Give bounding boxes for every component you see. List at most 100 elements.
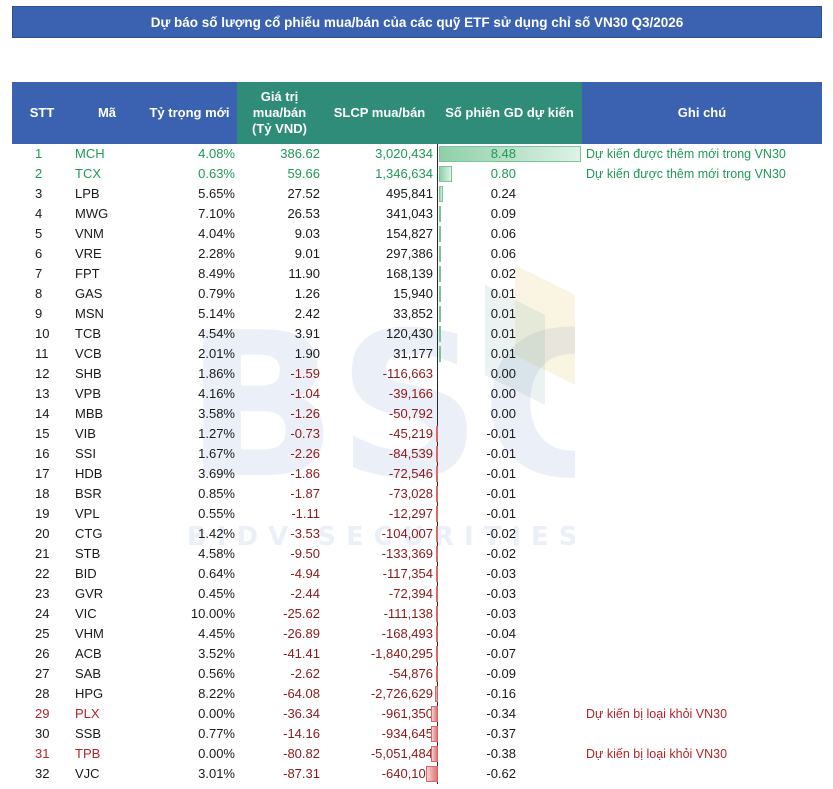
row-note <box>582 604 822 624</box>
row-value: -9.50 <box>290 546 320 561</box>
row-stt: 31 <box>35 746 50 761</box>
row-value: -3.53 <box>290 526 320 541</box>
row-note <box>582 444 822 464</box>
row-volume: -39,166 <box>388 386 433 401</box>
sessions-bar <box>436 426 438 442</box>
table-row: 28 HPG 8.22% -64.08 -2,726,629 -0.16 <box>12 684 822 704</box>
sessions-bar <box>439 226 441 242</box>
row-code: VNM <box>75 226 104 241</box>
row-stt: 20 <box>35 526 50 541</box>
row-weight: 5.65% <box>198 186 235 201</box>
row-note: Dự kiến bị loại khỏi VN30 <box>586 747 728 761</box>
row-weight: 4.04% <box>198 226 235 241</box>
row-weight: 8.22% <box>198 686 235 701</box>
sessions-bar <box>430 746 438 762</box>
row-code: VHM <box>75 626 104 641</box>
row-value: -1.59 <box>290 366 320 381</box>
row-note <box>582 484 822 504</box>
row-sessions-cell: -0.38 <box>430 744 582 764</box>
row-volume: -961,350 <box>381 706 433 721</box>
row-weight: 0.79% <box>198 286 235 301</box>
row-volume: -117,354 <box>382 566 433 581</box>
row-sessions: -0.01 <box>486 446 516 461</box>
table-row: 4 MWG 7.10% 26.53 341,043 0.09 <box>12 204 822 224</box>
row-sessions: -0.09 <box>486 666 516 681</box>
row-sessions-cell: 8.48 <box>437 144 582 164</box>
row-code: VIC <box>75 606 97 621</box>
row-sessions: -0.04 <box>486 626 516 641</box>
table-row: 3 LPB 5.65% 27.52 495,841 0.24 <box>12 184 822 204</box>
row-stt: 9 <box>35 306 43 321</box>
row-value: -2.62 <box>290 666 320 681</box>
row-weight: 1.67% <box>198 446 235 461</box>
row-note <box>582 344 822 364</box>
row-sessions: 0.09 <box>490 206 516 221</box>
row-note <box>582 684 822 704</box>
row-sessions-cell: -0.02 <box>436 544 582 564</box>
row-volume: -54,876 <box>388 666 433 681</box>
row-value: 26.53 <box>287 206 320 221</box>
row-code: BSR <box>75 486 102 501</box>
row-weight: 4.54% <box>198 326 235 341</box>
sessions-bar <box>436 626 438 642</box>
row-sessions: 0.00 <box>490 366 516 381</box>
row-weight: 3.01% <box>198 766 235 781</box>
sessions-bar <box>439 246 441 262</box>
sessions-bar <box>436 526 438 542</box>
table-row: 29 PLX 0.00% -36.34 -961,350 -0.34 Dự kiến bị … <box>12 704 822 724</box>
row-volume: 31,177 <box>393 346 433 361</box>
row-stt: 25 <box>35 626 50 641</box>
row-weight: 3.52% <box>198 646 235 661</box>
row-note: Dự kiến được thêm mới trong VN30 <box>586 167 786 181</box>
row-sessions: 0.24 <box>490 186 516 201</box>
row-note <box>582 584 822 604</box>
row-weight: 4.16% <box>198 386 235 401</box>
row-volume: 15,940 <box>393 286 433 301</box>
row-sessions: -0.03 <box>486 586 516 601</box>
row-weight: 7.10% <box>198 206 235 221</box>
table-row: 24 VIC 10.00% -25.62 -111,138 -0.03 <box>12 604 822 624</box>
row-volume: -72,546 <box>388 466 433 481</box>
row-stt: 24 <box>35 606 50 621</box>
row-note <box>582 224 822 244</box>
sessions-bar <box>436 586 438 602</box>
header-value-line3: (Tỷ VND) <box>252 121 307 136</box>
row-note <box>582 564 822 584</box>
table-row: 27 SAB 0.56% -2.62 -54,876 -0.09 <box>12 664 822 684</box>
row-code: SSI <box>75 446 96 461</box>
sessions-bar <box>434 686 438 702</box>
sessions-bar <box>439 346 441 362</box>
row-sessions-cell: -0.04 <box>436 624 582 644</box>
header-value-line1: Giá trị <box>260 89 299 104</box>
row-stt: 17 <box>35 466 50 481</box>
row-note: Dự kiến được thêm mới trong VN30 <box>586 147 786 161</box>
row-value: -1.11 <box>291 506 320 521</box>
row-code: STB <box>75 546 101 561</box>
row-value: -0.73 <box>290 426 320 441</box>
sessions-bar <box>436 666 438 682</box>
table-row: 25 VHM 4.45% -26.89 -168,493 -0.04 <box>12 624 822 644</box>
row-stt: 1 <box>35 146 43 161</box>
row-sessions: 0.00 <box>490 386 516 401</box>
row-code: SSB <box>75 726 102 741</box>
table-row: 6 VRE 2.28% 9.01 297,386 0.06 <box>12 244 822 264</box>
row-note <box>582 304 822 324</box>
row-volume: -5,051,484 <box>370 746 433 761</box>
table-row: 13 VPB 4.16% -1.04 -39,166 0.00 <box>12 384 822 404</box>
row-sessions: -0.01 <box>486 466 516 481</box>
row-volume: -133,369 <box>381 546 433 561</box>
row-value: -4.94 <box>290 566 320 581</box>
row-code: CTG <box>75 526 103 541</box>
row-note: Dự kiến bị loại khỏi VN30 <box>586 707 728 721</box>
sessions-bar <box>439 186 444 202</box>
row-stt: 21 <box>35 546 50 561</box>
header-note: Ghi chú <box>582 82 822 144</box>
row-volume: -12,297 <box>388 506 433 521</box>
row-weight: 4.58% <box>198 546 235 561</box>
row-stt: 13 <box>35 386 50 401</box>
row-weight: 0.77% <box>198 726 235 741</box>
row-weight: 1.42% <box>198 526 235 541</box>
row-sessions-cell: -0.07 <box>436 644 582 664</box>
row-weight: 0.63% <box>198 166 235 181</box>
row-stt: 14 <box>35 406 50 421</box>
